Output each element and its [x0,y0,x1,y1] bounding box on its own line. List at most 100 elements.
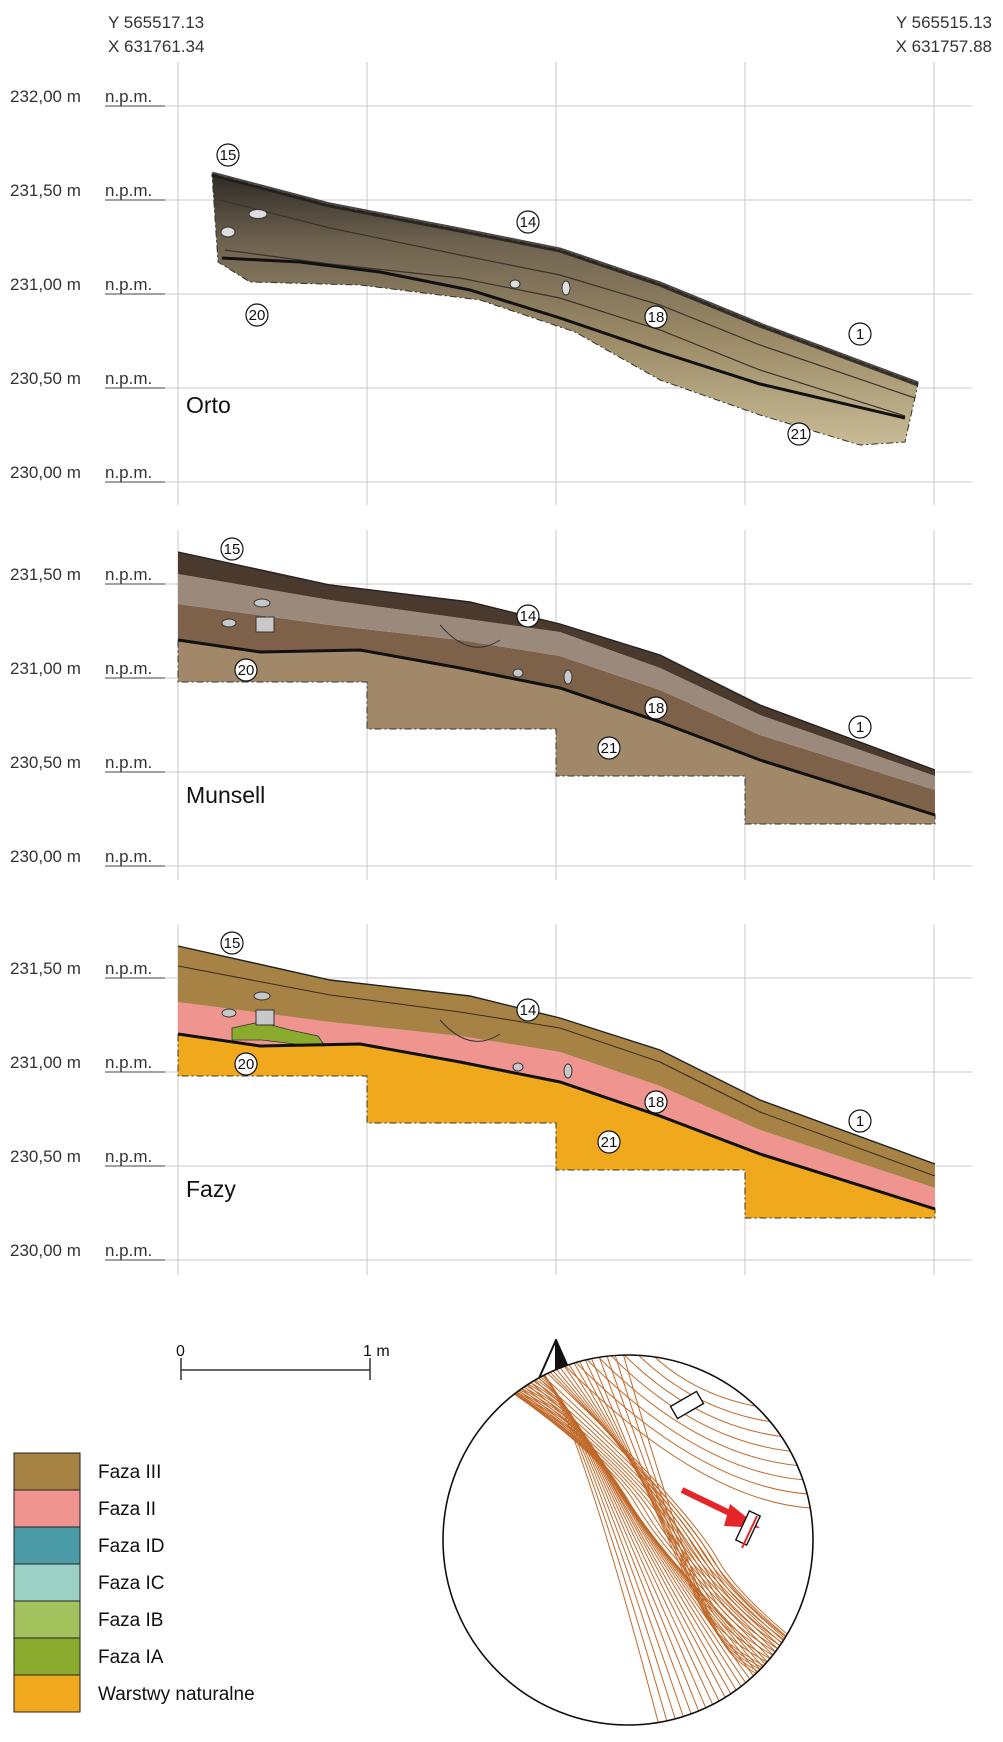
svg-text:230,00 m: 230,00 m [10,847,81,866]
svg-text:n.p.m.: n.p.m. [105,753,152,772]
legend-swatch [13,1674,81,1713]
svg-text:18: 18 [648,700,665,717]
legend: Faza III Faza II Faza ID Faza IC Faza IB Faza… [13,1452,255,1713]
scale-end: 1 m [363,1343,390,1360]
svg-text:1: 1 [856,326,864,343]
level-label-orto-1: 231,50 m n.p.m. [10,181,165,201]
svg-text:20: 20 [249,307,266,324]
svg-text:n.p.m.: n.p.m. [105,87,152,106]
svg-text:18: 18 [648,309,665,326]
svg-text:n.p.m.: n.p.m. [105,847,152,866]
legend-label: Faza IC [98,1573,165,1594]
level-label-munsell-0: 231,50 m n.p.m. [10,565,165,585]
layer-label-20: 20 [245,303,269,327]
munsell-dark-layer [178,552,935,776]
legend-swatch [13,1600,81,1639]
layer-label-18: 18 [644,305,668,329]
contour-line [547,1355,813,1725]
right-x-coord: X 631757.88 [896,37,992,56]
svg-text:230,50 m: 230,50 m [10,753,81,772]
layer-label-21: 21 [597,1130,621,1154]
contour-line [539,1355,813,1510]
contour-line [517,1355,813,1725]
svg-text:21: 21 [601,740,618,757]
legend-item: Faza II [13,1489,156,1528]
level-label-munsell-3: 230,00 m n.p.m. [10,847,165,867]
layer-label-15: 15 [216,143,240,167]
contour-lines [443,1355,813,1725]
layer-label-15: 15 [220,537,244,561]
panel-orto: 232,00 m n.p.m. 231,50 m n.p.m. 231,00 m… [10,62,972,505]
svg-text:231,00 m: 231,00 m [10,275,81,294]
svg-text:n.p.m.: n.p.m. [105,659,152,678]
contour-line [497,1355,813,1725]
contour-line [597,1355,813,1725]
panel-title-munsell: Munsell [186,782,265,808]
map-trench-marker [669,1390,705,1420]
layer-label-21: 21 [597,736,621,760]
svg-text:n.p.m.: n.p.m. [105,1241,152,1260]
fazy-ii-layer [178,1002,935,1209]
contour-line [607,1355,813,1725]
layer-label-20: 20 [234,1052,258,1076]
legend-label: Faza ID [98,1536,165,1557]
level-label-fazy-2: 230,50 m n.p.m. [10,1147,165,1167]
layer-label-14: 14 [516,998,540,1022]
level-label-fazy-3: 230,00 m n.p.m. [10,1241,165,1261]
layer-label-14: 14 [516,210,540,234]
contour-line [527,1355,813,1725]
svg-text:n.p.m.: n.p.m. [105,463,152,482]
legend-label: Faza IA [98,1647,164,1668]
svg-text:1: 1 [856,719,864,736]
layer-label-20: 20 [234,658,258,682]
contour-line [553,1355,813,1496]
svg-text:n.p.m.: n.p.m. [105,1147,152,1166]
contour-line [443,1355,813,1725]
legend-swatch [13,1452,81,1491]
level-label-fazy-1: 231,00 m n.p.m. [10,1053,165,1073]
layer-label-15: 15 [220,931,244,955]
contour-line [567,1355,813,1725]
svg-text:232,00 m: 232,00 m [10,87,81,106]
svg-text:231,00 m: 231,00 m [10,1053,81,1072]
svg-text:20: 20 [238,1056,255,1073]
contour-line [447,1355,813,1725]
svg-text:230,00 m: 230,00 m [10,463,81,482]
level-label-orto-2: 231,00 m n.p.m. [10,275,165,295]
layer-label-1: 1 [848,322,872,346]
svg-text:230,50 m: 230,50 m [10,1147,81,1166]
svg-text:n.p.m.: n.p.m. [105,181,152,200]
legend-label: Faza IB [98,1610,163,1631]
svg-text:n.p.m.: n.p.m. [105,1053,152,1072]
layer-label-18: 18 [644,1090,668,1114]
level-label-munsell-2: 230,50 m n.p.m. [10,753,165,773]
svg-text:n.p.m.: n.p.m. [105,959,152,978]
panel-title-fazy: Fazy [186,1176,236,1202]
legend-swatch [13,1489,81,1528]
svg-text:14: 14 [520,214,537,231]
legend-item: Warstwy naturalne [13,1674,255,1713]
level-label-orto-0: 232,00 m n.p.m. [10,87,165,107]
legend-label: Faza III [98,1462,161,1483]
level-label-fazy-0: 231,50 m n.p.m. [10,959,165,979]
svg-text:n.p.m.: n.p.m. [105,275,152,294]
layer-label-1: 1 [848,715,872,739]
svg-text:15: 15 [220,147,237,164]
svg-text:14: 14 [520,1002,537,1019]
left-y-coord: Y 565517.13 [108,13,204,32]
legend-label: Warstwy naturalne [98,1684,255,1705]
contour-line [467,1355,813,1725]
legend-label: Faza II [98,1499,156,1520]
layer-label-1: 1 [848,1109,872,1133]
contour-line [477,1355,813,1725]
level-label-munsell-1: 231,00 m n.p.m. [10,659,165,679]
svg-text:230,00 m: 230,00 m [10,1241,81,1260]
level-label-orto-3: 230,50 m n.p.m. [10,369,165,389]
svg-text:15: 15 [224,541,241,558]
layer-callouts: 15 14 20 18 1 21 15 14 20 18 1 21 15 14 20 18 1 21 [216,143,872,1154]
legend-item: Faza IB [13,1600,163,1639]
svg-text:231,00 m: 231,00 m [10,659,81,678]
scale-start: 0 [176,1343,185,1360]
svg-text:230,50 m: 230,50 m [10,369,81,388]
